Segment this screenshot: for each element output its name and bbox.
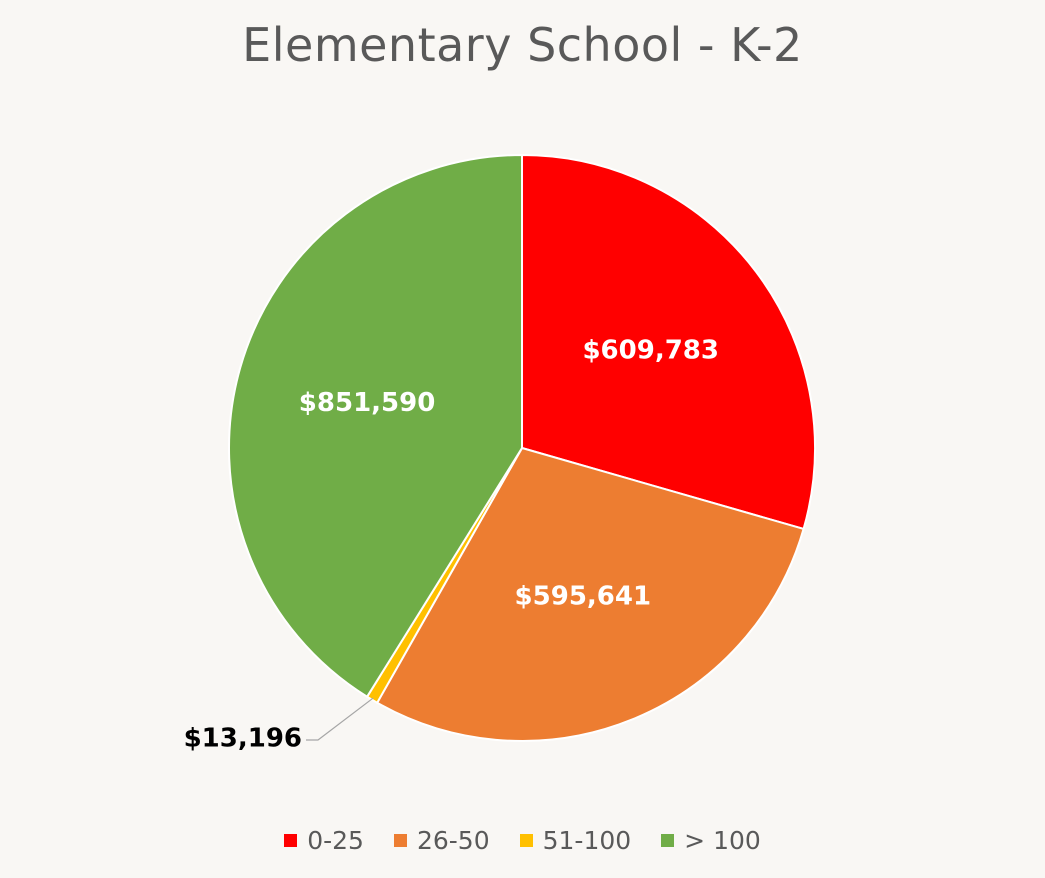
legend-swatch (284, 834, 298, 847)
chart-title: Elementary School - K-2 (242, 18, 803, 72)
leader-line-51-100 (306, 697, 374, 741)
legend-item-51-100: 51-100 (519, 826, 632, 855)
pie-slices (228, 153, 816, 742)
legend-swatch (393, 834, 407, 847)
data-label-0-25: $609,783 (582, 336, 719, 366)
data-labels: $609,783 $595,641 $13,196 $851,590 (184, 336, 719, 754)
legend-swatch (519, 834, 533, 847)
legend: 0-25 26-50 51-100 > 100 (0, 826, 1045, 855)
legend-item-26-50: 26-50 (393, 826, 490, 855)
pie-slice-0-25 (521, 153, 816, 531)
legend-item-0-25: 0-25 (284, 826, 364, 855)
legend-label: 51-100 (542, 826, 632, 855)
legend-swatch (661, 834, 675, 847)
leader-lines (306, 697, 374, 741)
pie-slice-26-50 (375, 446, 805, 742)
legend-label: 26-50 (416, 826, 490, 855)
legend-label: 0-25 (307, 826, 364, 855)
data-label-100: $851,590 (299, 388, 436, 418)
legend-label: > 100 (684, 826, 761, 855)
pie-slice-100 (228, 153, 523, 699)
legend-item-100: > 100 (661, 826, 761, 855)
data-label-51-100: $13,196 (184, 724, 302, 754)
data-label-26-50: $595,641 (515, 582, 652, 612)
